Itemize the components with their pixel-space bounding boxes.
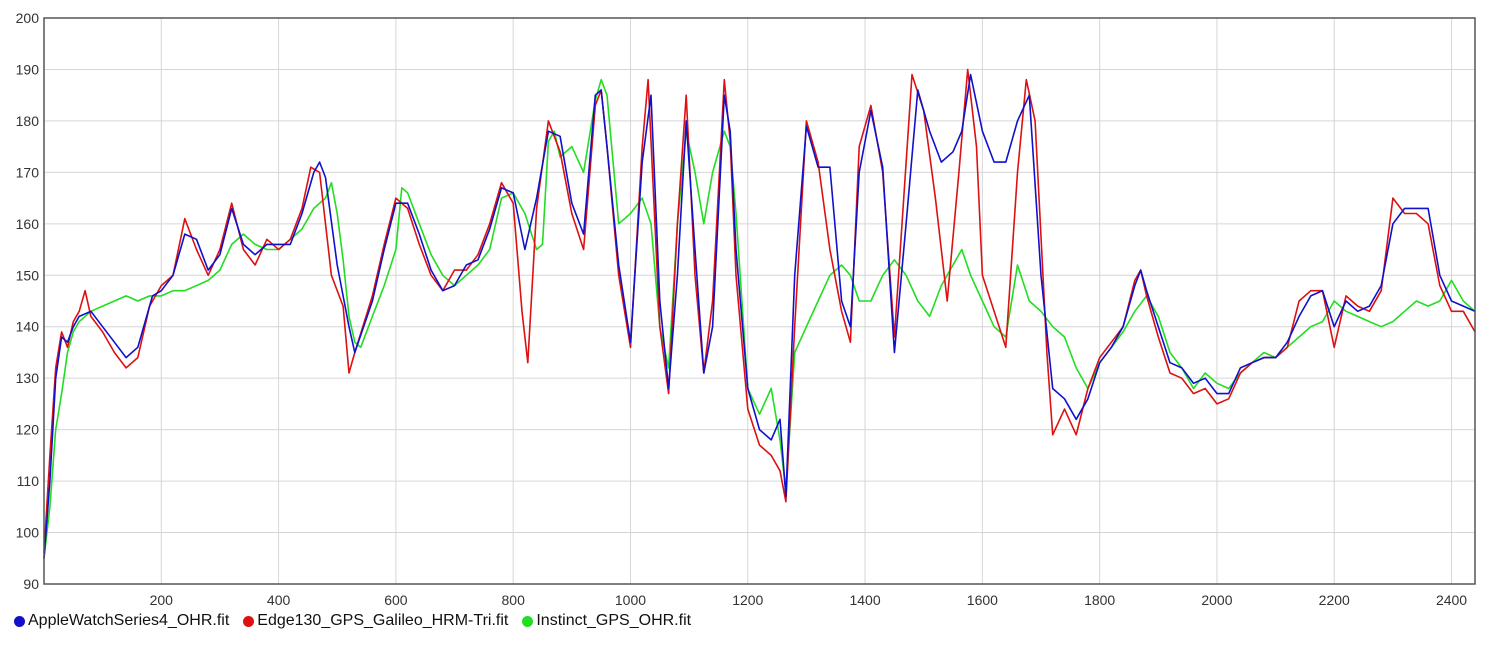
y-tick-label: 110 xyxy=(17,473,40,489)
x-tick-label: 2400 xyxy=(1436,592,1467,608)
x-tick-label: 2000 xyxy=(1201,592,1232,608)
x-tick-label: 2200 xyxy=(1319,592,1350,608)
y-tick-label: 180 xyxy=(16,113,40,129)
y-tick-label: 100 xyxy=(16,525,40,541)
x-tick-label: 400 xyxy=(267,592,291,608)
y-tick-label: 160 xyxy=(16,216,40,232)
grid xyxy=(44,17,1475,585)
series-lines xyxy=(43,68,1476,559)
y-tick-label: 200 xyxy=(16,10,40,26)
x-tick-label: 1800 xyxy=(1084,592,1115,608)
x-tick-label: 800 xyxy=(502,592,526,608)
y-tick-label: 170 xyxy=(16,164,40,180)
legend-label: Edge130_GPS_Galileo_HRM-Tri.fit xyxy=(257,612,509,629)
x-axis-ticks: 200 400 600 800 1000 1200 1400 1600 1800 2000 2200… xyxy=(150,592,1468,608)
y-axis-ticks: 90 100 110 120 130 140 150 160 170 180 190 200 xyxy=(16,10,40,592)
series-line-instinct xyxy=(43,78,1476,559)
y-tick-label: 140 xyxy=(16,319,40,335)
legend-item-instinct[interactable]: Instinct_GPS_OHR.fit xyxy=(522,612,691,630)
legend-item-edge130[interactable]: Edge130_GPS_Galileo_HRM-Tri.fit xyxy=(243,612,508,630)
x-tick-label: 1600 xyxy=(967,592,998,608)
series-line-applewatchseries4 xyxy=(43,73,1476,559)
y-tick-label: 190 xyxy=(16,61,40,77)
legend-dot-icon xyxy=(14,615,25,627)
legend: AppleWatchSeries4_OHR.fit Edge130_GPS_Ga… xyxy=(14,612,705,630)
y-tick-label: 120 xyxy=(16,422,40,438)
x-tick-label: 1400 xyxy=(849,592,880,608)
x-tick-label: 1000 xyxy=(615,592,646,608)
x-tick-label: 200 xyxy=(150,592,174,608)
legend-dot-icon xyxy=(243,615,255,627)
y-tick-label: 90 xyxy=(23,576,39,592)
series-line-edge130 xyxy=(43,68,1476,554)
legend-dot-icon xyxy=(522,615,534,627)
x-tick-label: 1200 xyxy=(732,592,763,608)
x-tick-label: 600 xyxy=(384,592,408,608)
y-tick-label: 150 xyxy=(16,267,40,283)
legend-item-applewatch[interactable]: AppleWatchSeries4_OHR.fit xyxy=(14,612,229,630)
legend-label: Instinct_GPS_OHR.fit xyxy=(536,612,692,629)
legend-label: AppleWatchSeries4_OHR.fit xyxy=(28,612,230,629)
y-tick-label: 130 xyxy=(16,370,40,386)
plot-frame xyxy=(43,17,1476,585)
